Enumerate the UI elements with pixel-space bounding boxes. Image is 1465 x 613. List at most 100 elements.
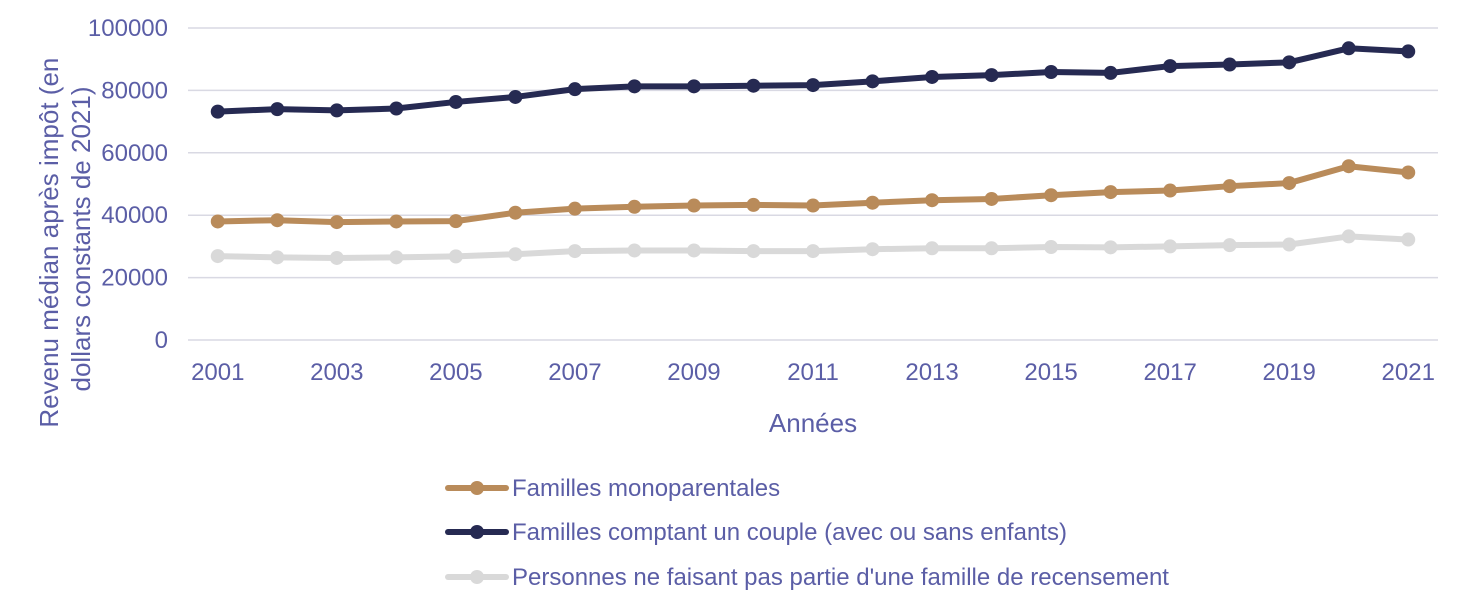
series-line bbox=[214, 163, 1412, 226]
data-point bbox=[270, 250, 285, 265]
data-point bbox=[1341, 229, 1356, 244]
data-point bbox=[270, 102, 285, 117]
legend-label: Personnes ne faisant pas partie d'une fa… bbox=[512, 564, 1169, 591]
data-point bbox=[448, 249, 463, 264]
data-point bbox=[686, 79, 701, 94]
data-point bbox=[984, 191, 999, 206]
data-point bbox=[627, 199, 642, 214]
data-point bbox=[806, 78, 820, 93]
data-point bbox=[1282, 176, 1297, 191]
data-point bbox=[806, 198, 820, 213]
y-axis-title: Revenu médian après impôt (en dollars co… bbox=[34, 50, 96, 427]
x-tick-label: 2021 bbox=[1382, 359, 1435, 386]
data-point bbox=[1163, 239, 1178, 254]
data-point bbox=[627, 79, 642, 94]
x-axis-ticks: 2001 2003 2005 2007 2009 2011 2013 2015 2017 2019… bbox=[191, 359, 1435, 386]
y-axis-title-line-2: dollars constants de 2021) bbox=[66, 87, 96, 392]
data-point bbox=[925, 241, 940, 256]
data-point bbox=[1222, 57, 1237, 72]
x-tick-label: 2003 bbox=[310, 359, 363, 386]
data-point bbox=[865, 242, 880, 257]
y-tick-label: 100000 bbox=[88, 15, 168, 42]
data-point bbox=[1103, 185, 1118, 200]
data-point bbox=[329, 103, 344, 118]
data-point bbox=[686, 243, 701, 258]
data-point bbox=[389, 250, 404, 265]
data-point bbox=[925, 69, 940, 84]
y-axis-title-line-1: Revenu médian après impôt (en bbox=[34, 58, 64, 428]
data-point bbox=[925, 193, 940, 208]
legend-swatch-marker bbox=[470, 481, 484, 495]
x-tick-label: 2001 bbox=[191, 359, 244, 386]
x-tick-label: 2017 bbox=[1143, 359, 1196, 386]
y-tick-label: 20000 bbox=[101, 265, 168, 292]
data-point bbox=[210, 249, 225, 264]
x-tick-label: 2005 bbox=[429, 359, 482, 386]
legend-item: Familles monoparentales bbox=[445, 475, 780, 502]
data-point bbox=[686, 198, 701, 213]
series-group bbox=[210, 41, 1416, 265]
legend-swatch-marker bbox=[470, 570, 484, 584]
data-point bbox=[1044, 188, 1059, 203]
data-point bbox=[746, 244, 761, 259]
x-axis-title: Années bbox=[769, 408, 857, 438]
data-point bbox=[567, 244, 582, 259]
data-point bbox=[1401, 44, 1416, 59]
data-point bbox=[329, 215, 344, 230]
data-point bbox=[1341, 159, 1356, 174]
data-point bbox=[210, 214, 225, 229]
data-point bbox=[1044, 64, 1059, 79]
data-point bbox=[567, 82, 582, 97]
data-point bbox=[1222, 179, 1237, 194]
x-tick-label: 2011 bbox=[787, 359, 839, 386]
data-point bbox=[806, 244, 820, 259]
x-tick-label: 2019 bbox=[1262, 359, 1315, 386]
data-point bbox=[746, 197, 761, 212]
data-point bbox=[448, 94, 463, 109]
data-point bbox=[1103, 240, 1118, 255]
data-point bbox=[567, 201, 582, 216]
x-tick-label: 2007 bbox=[548, 359, 601, 386]
y-axis-ticks: 0 20000 40000 60000 80000 100000 bbox=[88, 15, 168, 354]
data-point bbox=[1401, 232, 1416, 247]
y-tick-label: 80000 bbox=[101, 77, 168, 104]
data-point bbox=[508, 89, 523, 104]
data-point bbox=[1401, 165, 1416, 180]
x-tick-label: 2015 bbox=[1024, 359, 1077, 386]
x-tick-label: 2013 bbox=[905, 359, 958, 386]
y-tick-label: 0 bbox=[155, 327, 168, 354]
data-point bbox=[984, 241, 999, 256]
series-0 bbox=[210, 159, 1416, 230]
data-point bbox=[1103, 65, 1118, 80]
data-point bbox=[508, 247, 523, 262]
x-tick-label: 2009 bbox=[667, 359, 720, 386]
data-point bbox=[508, 205, 523, 220]
data-point bbox=[448, 214, 463, 229]
data-point bbox=[1341, 41, 1356, 56]
y-tick-label: 40000 bbox=[101, 202, 168, 229]
legend-item: Personnes ne faisant pas partie d'une fa… bbox=[445, 564, 1169, 591]
data-point bbox=[210, 104, 225, 119]
legend-item: Familles comptant un couple (avec ou san… bbox=[445, 519, 1067, 546]
data-point bbox=[1282, 55, 1297, 70]
data-point bbox=[984, 68, 999, 83]
legend: Familles monoparentales Familles comptant… bbox=[445, 475, 1169, 591]
data-point bbox=[865, 74, 880, 89]
legend-swatch-marker bbox=[470, 525, 484, 539]
series-2 bbox=[210, 229, 1416, 265]
data-point bbox=[865, 195, 880, 210]
y-tick-label: 60000 bbox=[101, 140, 168, 167]
data-point bbox=[1163, 59, 1178, 74]
data-point bbox=[270, 213, 285, 228]
data-point bbox=[1282, 237, 1297, 252]
data-point bbox=[389, 101, 404, 116]
data-point bbox=[627, 243, 642, 258]
legend-label: Familles monoparentales bbox=[512, 475, 780, 502]
data-point bbox=[1044, 240, 1059, 255]
legend-label: Familles comptant un couple (avec ou san… bbox=[512, 519, 1067, 546]
series-1 bbox=[210, 41, 1416, 119]
data-point bbox=[389, 214, 404, 229]
data-point bbox=[329, 250, 344, 265]
data-point bbox=[1163, 183, 1178, 198]
